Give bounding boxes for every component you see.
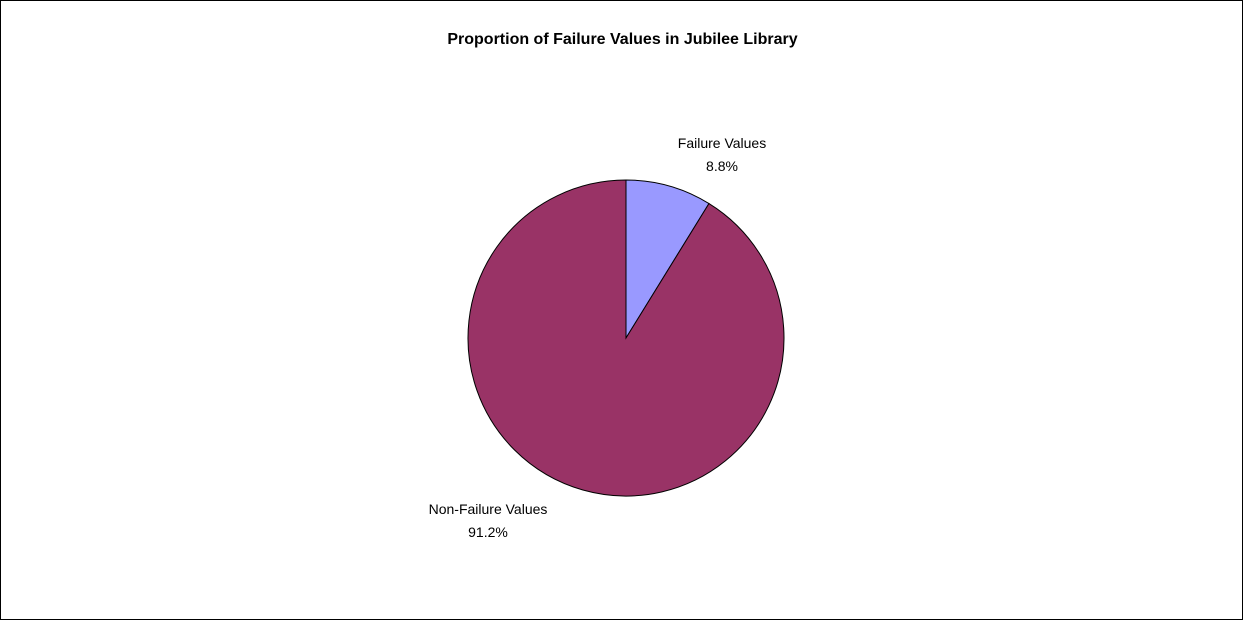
chart-title: Proportion of Failure Values in Jubilee … [447,31,798,48]
slice-label-name: Failure Values [678,135,766,151]
slice-label-percent: 91.2% [468,524,508,540]
pie-slice-failure-values [625,179,710,340]
pie-chart: Failure Values 8.8% Non-Failure Values 91.2… [429,135,785,540]
slice-label-name: Non-Failure Values [429,501,548,517]
slice-label-percent: 8.8% [706,158,738,174]
pie-slice-non-failure-values [467,179,785,497]
